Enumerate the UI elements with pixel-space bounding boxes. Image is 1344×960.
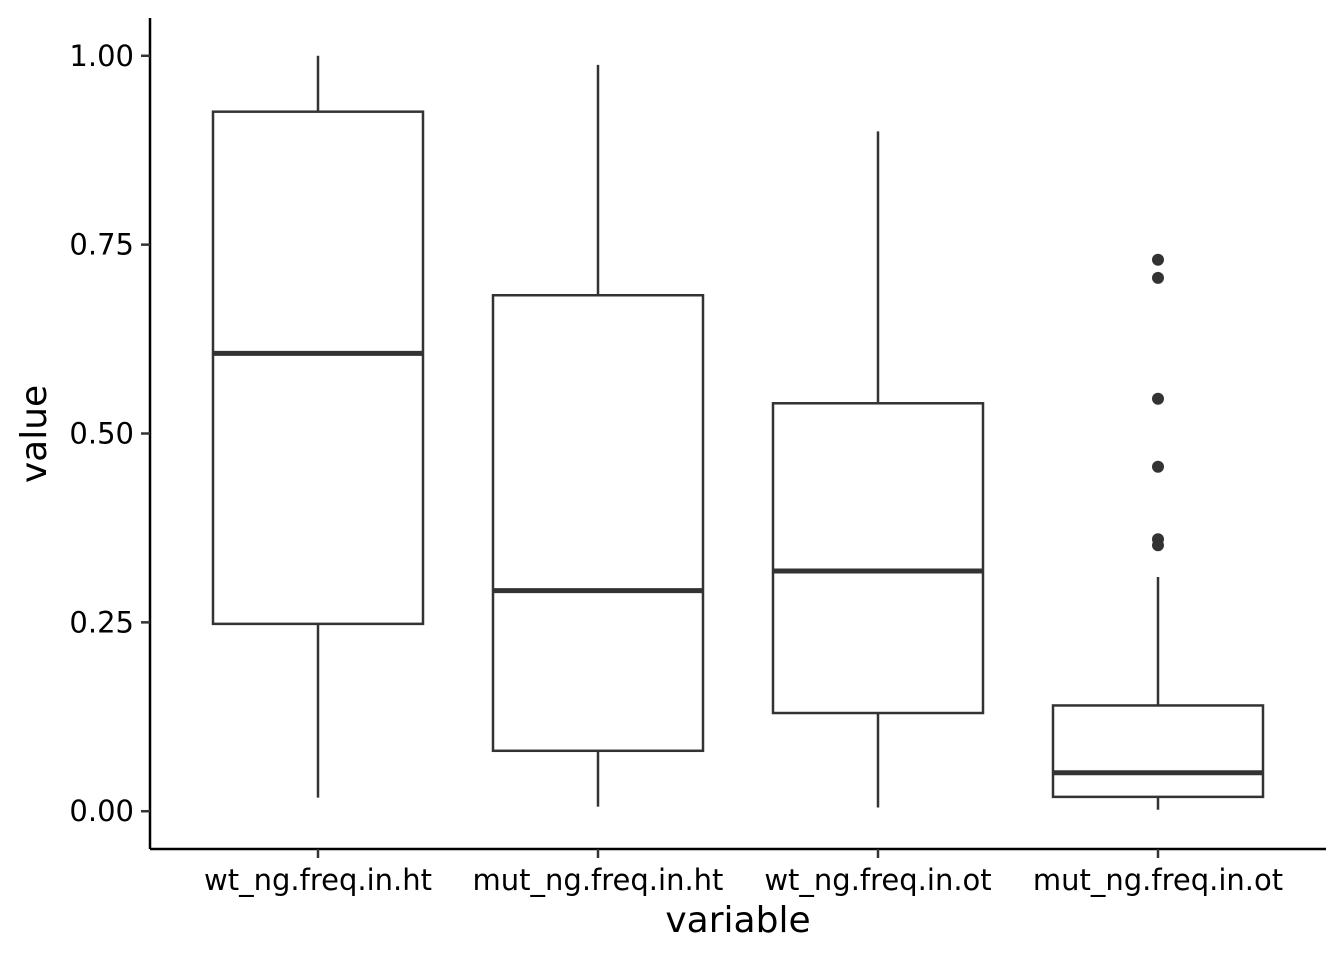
box-3: [771, 131, 985, 808]
x-tick-label: wt_ng.freq.in.ht: [204, 863, 432, 897]
box-4: [1051, 253, 1265, 810]
y-tick-label: 0.75: [69, 228, 134, 262]
y-tick-label: 1.00: [69, 39, 134, 73]
outlier-point: [1152, 253, 1164, 266]
y-axis: 0.00 0.25 0.50 0.75 1.00: [69, 18, 152, 849]
iqr-box: [1051, 704, 1265, 799]
outlier-point: [1152, 392, 1164, 405]
plot-marks: [211, 55, 1265, 810]
x-axis-title: variable: [665, 900, 810, 941]
iqr-box: [771, 402, 985, 715]
x-tick-label: mut_ng.freq.in.ht: [473, 863, 724, 897]
x-axis: wt_ng.freq.in.ht mut_ng.freq.in.ht wt_ng.f…: [150, 847, 1326, 897]
iqr-box: [491, 294, 705, 753]
box-1: [211, 55, 425, 798]
y-tick-label: 0.50: [69, 417, 134, 451]
y-tick-label: 0.25: [69, 605, 134, 639]
outlier-point: [1152, 539, 1164, 552]
x-tick-label: mut_ng.freq.in.ot: [1033, 863, 1283, 897]
iqr-box: [211, 110, 425, 626]
outlier-point: [1152, 271, 1164, 284]
outlier-point: [1152, 460, 1164, 473]
y-tick-label: 0.00: [69, 794, 134, 828]
y-axis-title: value: [14, 385, 55, 483]
box-2: [491, 64, 705, 807]
x-tick-label: wt_ng.freq.in.ot: [764, 863, 991, 897]
